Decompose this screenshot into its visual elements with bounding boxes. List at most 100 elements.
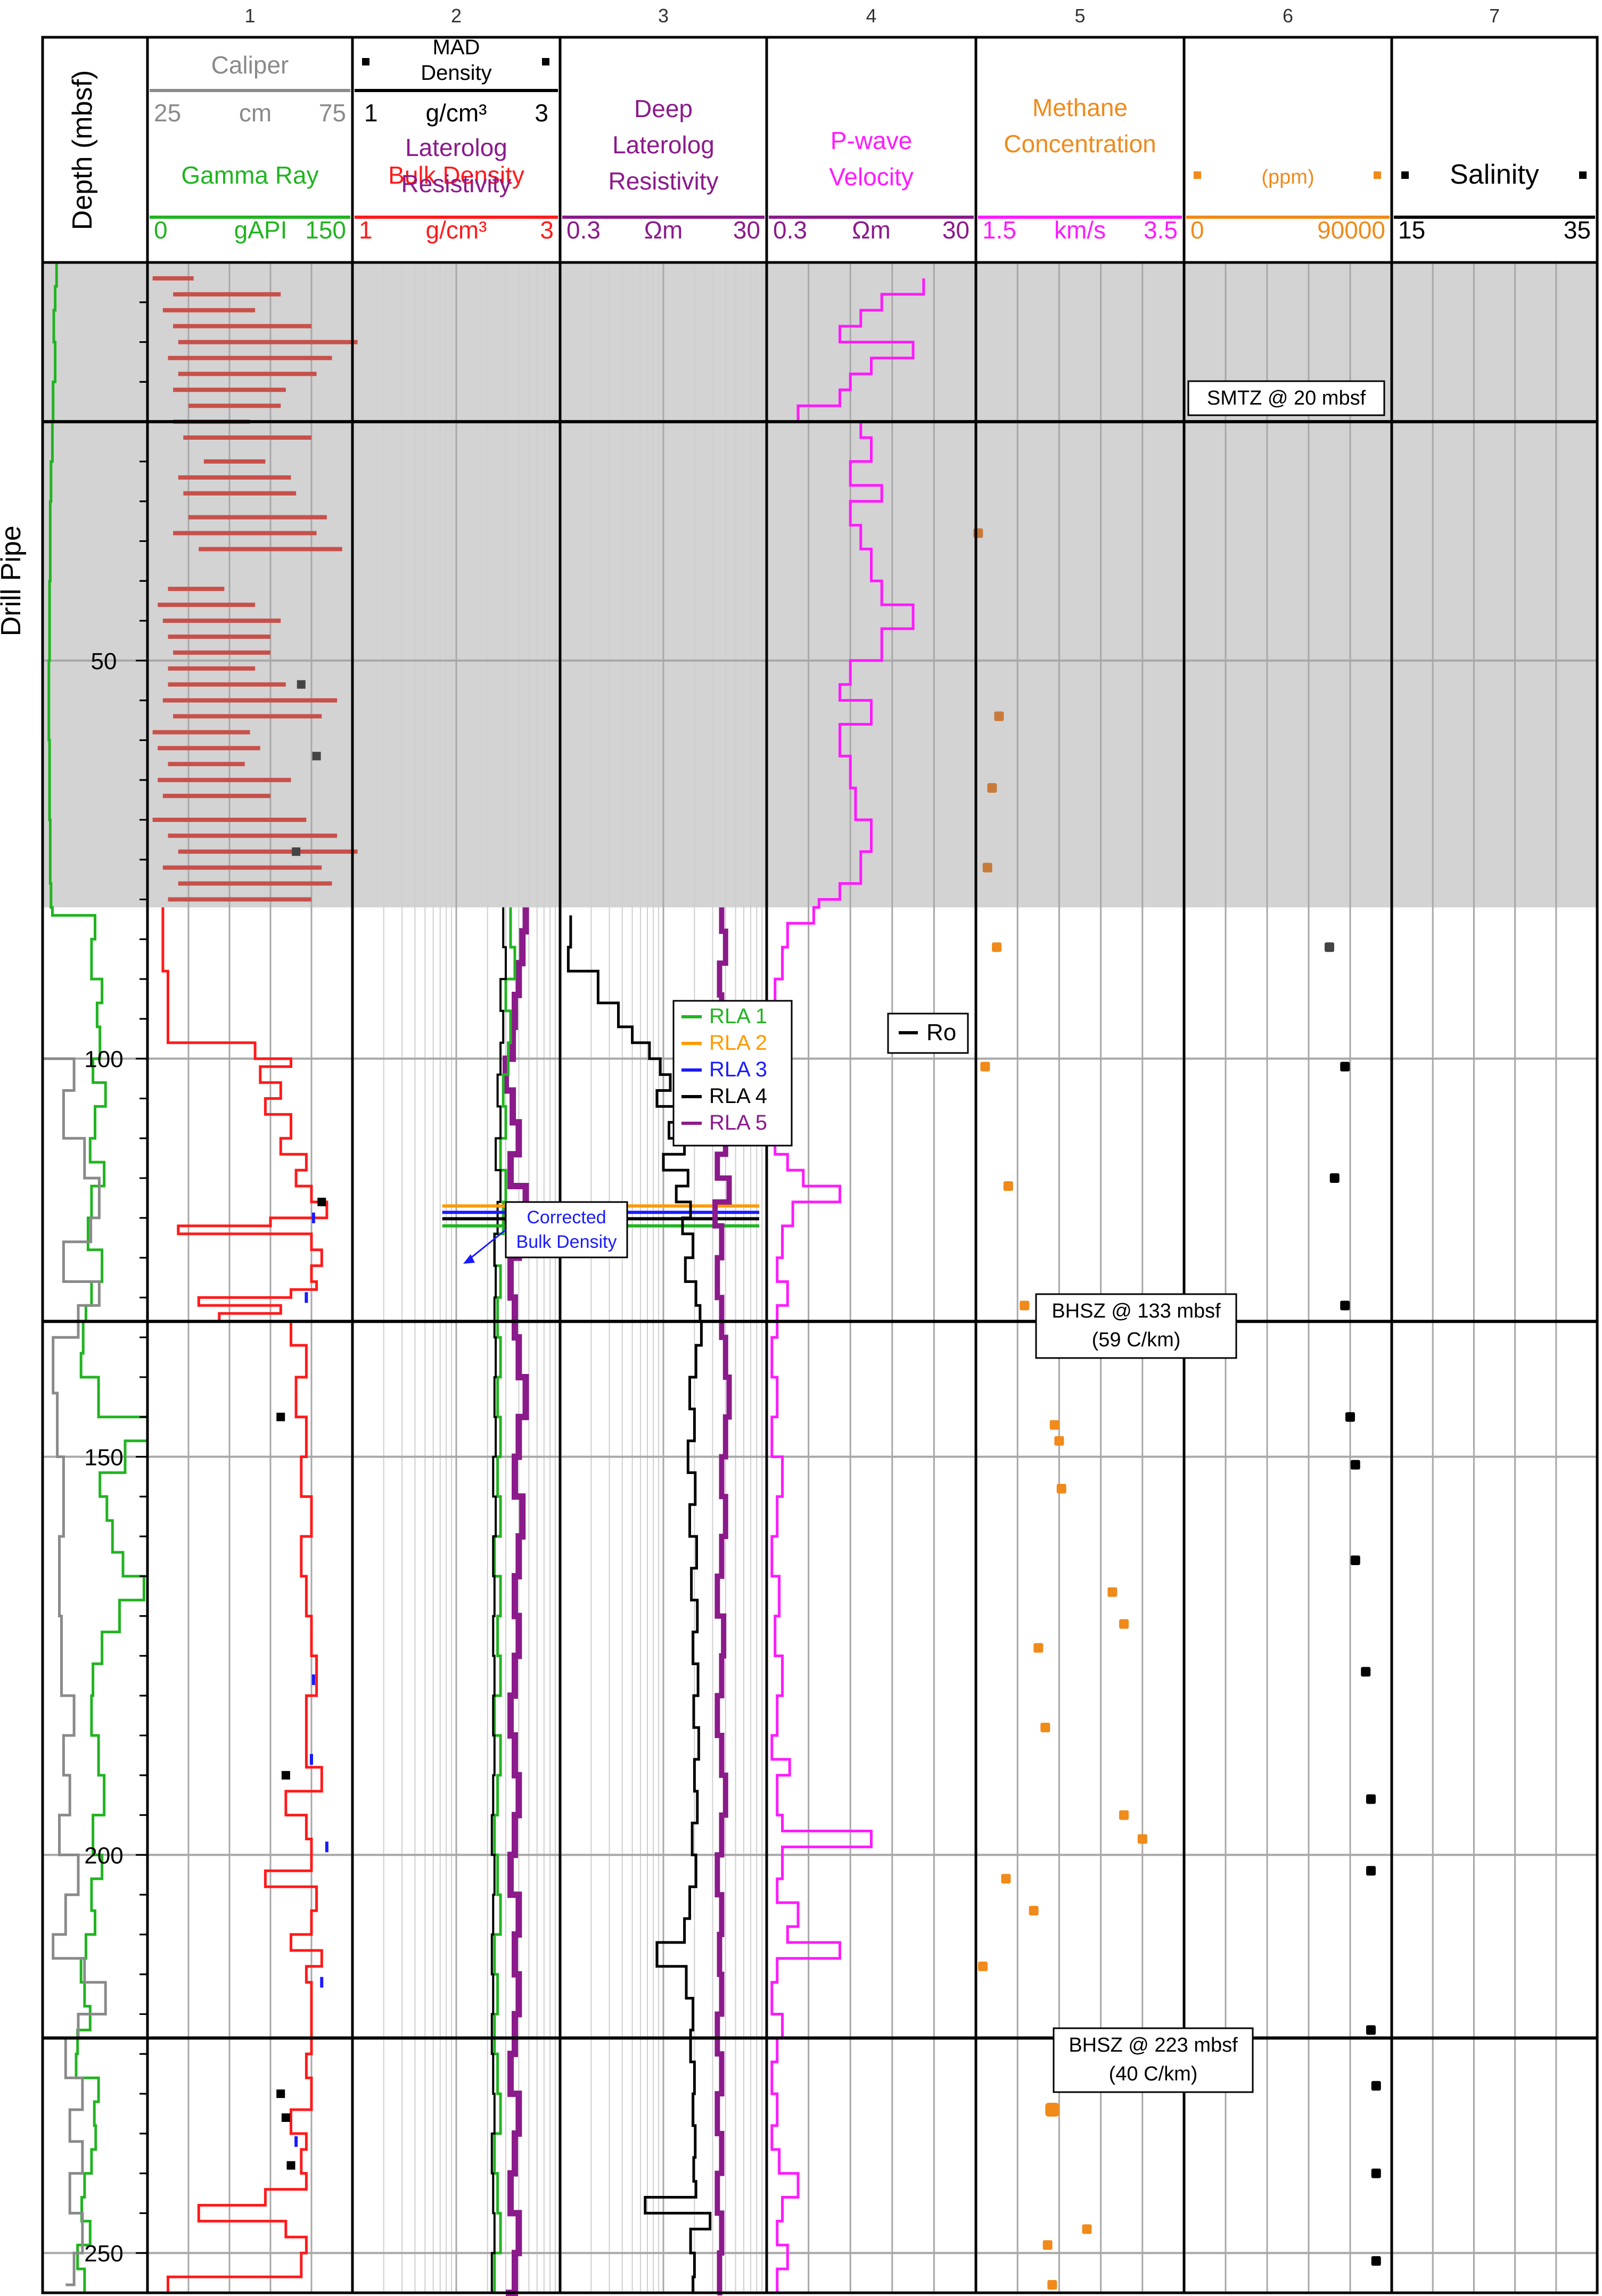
depth-tick-label-150: 150 <box>84 1445 123 1471</box>
methane-point <box>1082 2224 1092 2234</box>
mad-title-2: Density <box>421 61 491 85</box>
methane-point <box>1107 1587 1118 1597</box>
scale-max: 35 <box>1564 216 1591 244</box>
header-title: Velocity <box>829 163 914 191</box>
corrected-density-text-2: Bulk Density <box>516 1232 617 1252</box>
header-title: Concentration <box>1004 130 1156 158</box>
methane-point <box>1001 1874 1011 1884</box>
methane-point <box>1033 1643 1044 1653</box>
track-number-2: 2 <box>451 5 462 27</box>
depth-tick-label-200: 200 <box>84 1842 123 1869</box>
mad-density-point <box>281 1771 290 1780</box>
caliper-unit: cm <box>239 99 272 127</box>
scale-min: 0.3 <box>566 216 601 244</box>
track-number-5: 5 <box>1074 5 1085 27</box>
scale-min: 0 <box>154 216 168 244</box>
methane-point <box>1054 1436 1064 1446</box>
mad-unit: g/cm³ <box>426 99 487 127</box>
corrected-density-text-1: Corrected <box>527 1207 606 1228</box>
scale-min: 1 <box>359 216 373 244</box>
depth-axis: Depth (mbsf) 50 100 150 200 250 Drill Pipe <box>0 70 147 2267</box>
callout-text: BHSZ @ 223 mbsf <box>1069 2034 1238 2056</box>
mad-marker-left <box>362 58 369 65</box>
mad-density-point <box>276 1412 285 1421</box>
mad-density-point <box>317 1197 326 1206</box>
caliper-curve <box>41 971 107 2286</box>
mad-max: 3 <box>535 99 548 127</box>
corrected-density-arrow <box>467 1229 506 1262</box>
depth-axis-label: Depth (mbsf) <box>67 70 98 231</box>
scale-max: 90000 <box>1317 216 1385 244</box>
mad-min: 1 <box>364 99 378 127</box>
shaded-interval <box>43 262 1597 908</box>
scale-unit: Ωm <box>852 216 891 244</box>
callout-box <box>1053 2027 1254 2093</box>
track-number-1: 1 <box>244 5 255 27</box>
header-title: Laterolog <box>612 131 714 159</box>
salinity-marker-right <box>1579 171 1587 179</box>
rla-legend-label: RLA 4 <box>709 1084 767 1108</box>
scale-min: 0 <box>1190 216 1204 244</box>
salinity-marker-left <box>1401 171 1409 179</box>
corrected-density-arrowhead <box>463 1254 475 1264</box>
caliper-title: Caliper <box>211 51 289 79</box>
depth-tick-label-100: 100 <box>84 1047 123 1073</box>
scale-max: 150 <box>305 216 346 244</box>
methane-point <box>1049 1420 1059 1430</box>
methane-point <box>1119 1810 1129 1820</box>
scale-min: 1.5 <box>982 216 1016 244</box>
methane-point <box>1029 1906 1039 1916</box>
salinity-point <box>1366 1794 1376 1804</box>
scale-unit: gAPI <box>234 216 287 244</box>
figure-border <box>41 36 1599 2294</box>
salinity-point <box>1340 1301 1350 1311</box>
methane-point <box>982 862 992 873</box>
methane-point <box>994 711 1004 721</box>
callout-box <box>1187 380 1385 416</box>
p-wave-velocity-curve <box>770 278 925 2294</box>
callout-box <box>1035 1293 1237 1359</box>
methane-marker-left <box>1194 171 1201 179</box>
methane-point <box>1042 2240 1053 2250</box>
salinity-point <box>1371 2081 1381 2091</box>
methane-point <box>987 783 997 793</box>
methane-point <box>1137 1834 1147 1844</box>
header-title: Resistivity <box>608 167 718 195</box>
salinity-point <box>1325 942 1334 952</box>
methane-point <box>1040 1723 1050 1733</box>
rla5-curve <box>503 907 529 2296</box>
mad-marker-right <box>542 58 549 65</box>
salinity-title: Salinity <box>1450 159 1539 190</box>
methane-point <box>992 942 1002 952</box>
salinity-point <box>1345 1412 1355 1422</box>
caliper-min: 25 <box>154 99 181 127</box>
rla-legend-label: RLA 5 <box>709 1111 767 1134</box>
track-frame <box>41 36 1599 2294</box>
methane-point <box>980 1061 990 1072</box>
salinity-point <box>1350 1555 1360 1565</box>
scale-min: 15 <box>1398 216 1425 244</box>
header-title: P-wave <box>831 127 912 154</box>
track-number-4: 4 <box>866 5 876 27</box>
drill-pipe-label: Drill Pipe <box>0 525 27 636</box>
methane-point <box>1020 1301 1030 1311</box>
methane-point <box>1045 2102 1059 2117</box>
methane-point <box>978 1961 988 1971</box>
annotations: SMTZ @ 20 mbsf BHSZ @ 133 mbsf (59 C/km) BH… <box>463 380 1385 2093</box>
rla4-curve <box>490 907 507 2294</box>
header-title: Deep <box>634 95 693 122</box>
mad-density-point <box>297 680 306 689</box>
bulk-density-title: Bulk Density <box>388 161 524 189</box>
callout-text: BHSZ @ 133 mbsf <box>1051 1300 1221 1322</box>
salinity-point <box>1366 1866 1376 1876</box>
shaded-drill-pipe-zone <box>43 262 1597 908</box>
track-number-6: 6 <box>1283 5 1293 27</box>
salinity-point <box>1366 2025 1376 2035</box>
salinity-point <box>1340 1061 1350 1072</box>
mad-density-point <box>276 2089 285 2099</box>
header-title: Methane <box>1032 94 1128 121</box>
methane-point <box>1047 2280 1057 2290</box>
mad-density-point <box>286 2161 295 2170</box>
